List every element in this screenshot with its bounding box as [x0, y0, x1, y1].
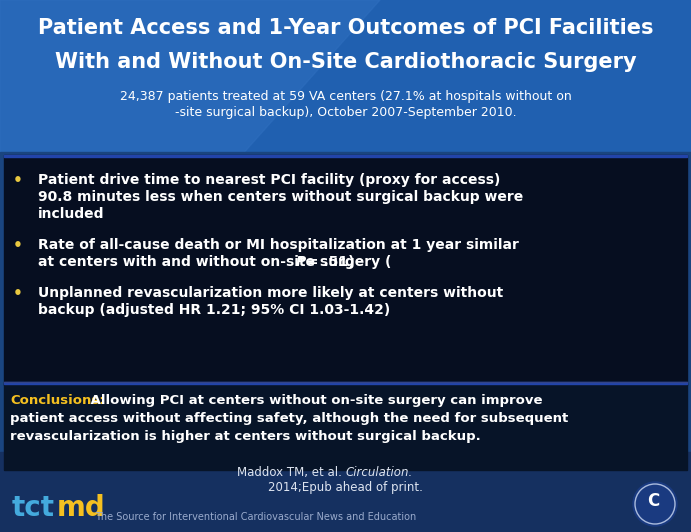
- Text: Patient Access and 1-Year Outcomes of PCI Facilities: Patient Access and 1-Year Outcomes of PC…: [38, 18, 653, 38]
- Bar: [4, 382, 687, 384]
- Text: Unplanned revascularization more likely at centers without: Unplanned revascularization more likely …: [38, 286, 503, 300]
- Text: = .51): = .51): [303, 255, 355, 269]
- Text: Circulation.: Circulation.: [346, 466, 413, 479]
- Text: 24,387 patients treated at 59 VA centers (27.1% at hospitals without on: 24,387 patients treated at 59 VA centers…: [120, 90, 571, 103]
- Text: tct: tct: [12, 494, 55, 522]
- Text: Maddox TM, et al.: Maddox TM, et al.: [237, 466, 346, 479]
- Text: Conclusions:: Conclusions:: [10, 394, 104, 407]
- Text: at centers with and without on-site surgery (: at centers with and without on-site surg…: [38, 255, 391, 269]
- Text: backup (adjusted HR 1.21; 95% CI 1.03-1.42): backup (adjusted HR 1.21; 95% CI 1.03-1.…: [38, 303, 390, 317]
- Text: •: •: [13, 173, 23, 188]
- Text: C: C: [647, 492, 659, 510]
- Circle shape: [633, 482, 677, 526]
- Text: Allowing PCI at centers without on-site surgery can improve: Allowing PCI at centers without on-site …: [86, 394, 542, 407]
- Text: included: included: [38, 207, 104, 221]
- Text: P: P: [295, 255, 305, 269]
- Text: •: •: [13, 238, 23, 253]
- Text: -site surgical backup), October 2007-September 2010.: -site surgical backup), October 2007-Sep…: [175, 106, 516, 119]
- Text: md: md: [57, 494, 106, 522]
- Text: 2014;Epub ahead of print.: 2014;Epub ahead of print.: [268, 481, 423, 494]
- Bar: [4, 382, 687, 470]
- Bar: [0, 152, 691, 452]
- Polygon shape: [0, 0, 380, 155]
- Bar: [4, 155, 687, 385]
- Text: The Source for Interventional Cardiovascular News and Education: The Source for Interventional Cardiovasc…: [95, 512, 416, 522]
- Text: patient access without affecting safety, although the need for subsequent: patient access without affecting safety,…: [10, 412, 568, 425]
- Bar: [4, 155, 687, 157]
- Text: Rate of all-cause death or MI hospitalization at 1 year similar: Rate of all-cause death or MI hospitaliz…: [38, 238, 519, 252]
- Bar: [0, 452, 691, 532]
- Text: 90.8 minutes less when centers without surgical backup were: 90.8 minutes less when centers without s…: [38, 190, 523, 204]
- Text: Patient drive time to nearest PCI facility (proxy for access): Patient drive time to nearest PCI facili…: [38, 173, 500, 187]
- Text: revascularization is higher at centers without surgical backup.: revascularization is higher at centers w…: [10, 430, 481, 443]
- Bar: [0, 0, 691, 152]
- Text: With and Without On-Site Cardiothoracic Surgery: With and Without On-Site Cardiothoracic …: [55, 52, 636, 72]
- Text: •: •: [13, 286, 23, 301]
